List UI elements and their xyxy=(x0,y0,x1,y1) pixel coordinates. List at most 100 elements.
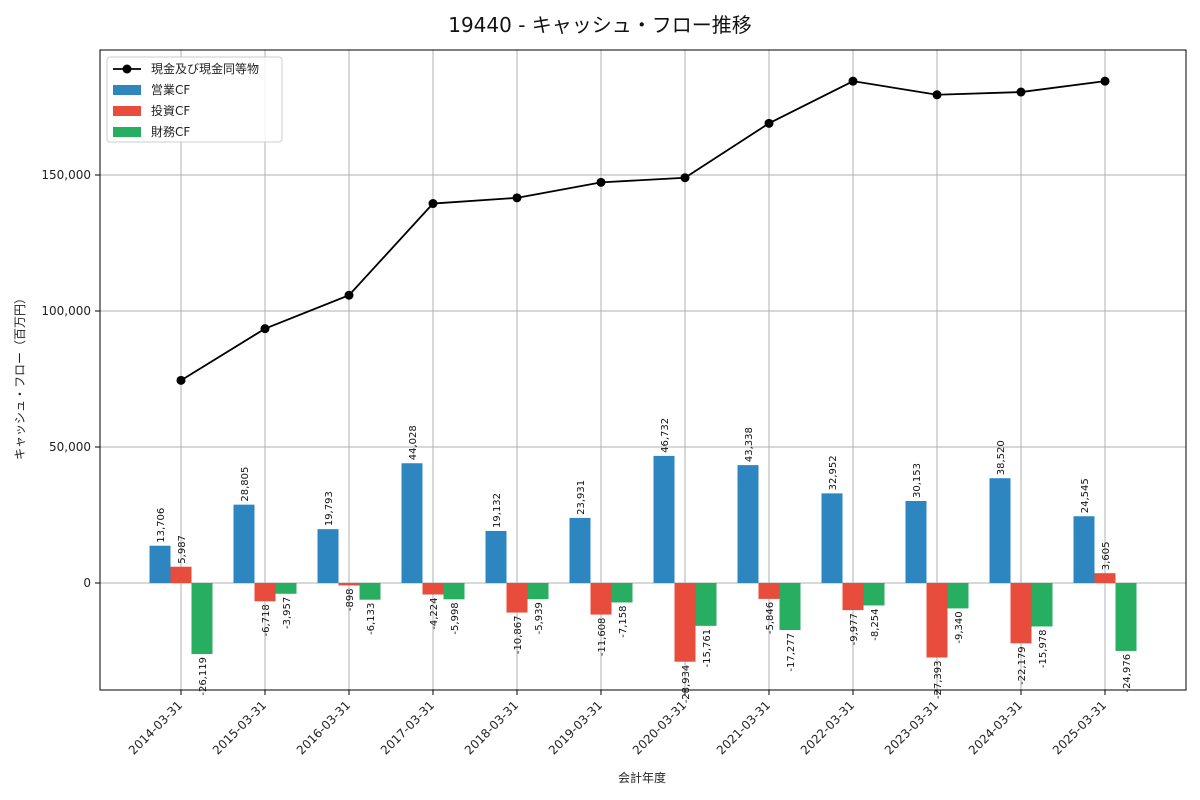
bar-value-label: -7,158 xyxy=(618,605,629,637)
cash-point xyxy=(260,324,270,334)
bar-financing xyxy=(863,583,885,606)
bar-investing xyxy=(422,583,444,595)
bar-value-label: 5,987 xyxy=(177,535,188,564)
legend-label: 営業CF xyxy=(151,83,190,97)
bar-investing xyxy=(842,583,864,611)
bar-value-label: 43,338 xyxy=(744,427,755,462)
bar-value-label: -28,934 xyxy=(681,665,692,704)
bar-value-label: -24,976 xyxy=(1122,654,1133,693)
bar-investing xyxy=(758,583,780,599)
y-tick-label: 50,000 xyxy=(49,440,91,454)
bar-value-label: 46,732 xyxy=(660,418,671,453)
bar-investing xyxy=(254,583,276,602)
bar-value-label: -3,957 xyxy=(282,597,293,629)
bar-value-label: -6,718 xyxy=(261,604,272,636)
bar-operating xyxy=(317,529,339,583)
cash-point xyxy=(428,199,438,209)
cash-point xyxy=(848,76,858,86)
bar-operating xyxy=(569,517,591,583)
bar-value-label: -8,254 xyxy=(870,608,881,640)
bar-financing xyxy=(359,583,381,600)
bar-financing xyxy=(443,583,465,600)
bar-value-label: -4,224 xyxy=(429,597,440,629)
bar-value-label: -17,277 xyxy=(786,633,797,672)
y-axis-label: キャッシュ・フロー（百万円） xyxy=(13,292,27,460)
bar-investing xyxy=(1094,573,1116,583)
cash-point xyxy=(1016,87,1026,97)
cash-point xyxy=(764,118,774,128)
bar-investing xyxy=(590,583,612,615)
y-tick-label: 0 xyxy=(83,576,91,590)
bar-value-label: 13,706 xyxy=(156,508,167,543)
cash-point xyxy=(680,173,690,183)
legend-label: 財務CF xyxy=(151,124,190,139)
bar-operating xyxy=(737,465,759,583)
bar-operating xyxy=(905,500,927,583)
x-axis-label: 会計年度 xyxy=(618,770,666,785)
bar-operating xyxy=(1073,516,1095,583)
legend-box xyxy=(106,56,283,143)
cash-point xyxy=(932,90,942,100)
bar-value-label: 28,805 xyxy=(240,467,251,502)
cash-point xyxy=(596,177,606,187)
y-tick-label: 150,000 xyxy=(41,168,91,182)
bar-financing xyxy=(191,583,213,655)
legend-bar-swatch xyxy=(113,85,141,95)
chart-title: 19440 - キャッシュ・フロー推移 xyxy=(448,13,752,37)
bar-value-label: -10,867 xyxy=(513,616,524,655)
bar-operating xyxy=(989,478,1011,583)
bar-value-label: -6,133 xyxy=(366,603,377,635)
bar-value-label: -5,846 xyxy=(765,602,776,634)
bar-financing xyxy=(1031,583,1053,627)
bar-operating xyxy=(653,455,675,583)
bar-value-label: -9,977 xyxy=(849,613,860,645)
cash-line xyxy=(180,80,1106,382)
y-tick-label: 100,000 xyxy=(41,304,91,318)
bar-value-label: 24,545 xyxy=(1080,478,1091,513)
bar-value-label: -5,998 xyxy=(450,602,461,634)
bar-value-label: -5,939 xyxy=(534,602,545,634)
legend-bar-swatch xyxy=(113,127,141,137)
bar-value-label: -26,119 xyxy=(198,657,209,696)
line-layer xyxy=(176,76,1110,385)
bar-investing xyxy=(674,583,696,662)
bar-operating xyxy=(401,463,423,583)
cash-point xyxy=(512,193,522,203)
bar-value-label: -27,393 xyxy=(933,661,944,700)
bars-layer xyxy=(149,455,1137,662)
bar-financing xyxy=(695,583,717,626)
bar-value-label: -898 xyxy=(345,588,356,611)
bar-value-label: -11,608 xyxy=(597,618,608,657)
bar-value-label: 30,153 xyxy=(912,463,923,498)
bar-financing xyxy=(1115,583,1137,651)
bar-financing xyxy=(947,583,969,609)
legend-marker xyxy=(122,64,132,74)
bar-operating xyxy=(149,545,171,583)
bar-investing xyxy=(506,583,528,613)
bar-investing xyxy=(926,583,948,658)
legend-label: 現金及び現金同等物 xyxy=(151,61,259,76)
cash-point xyxy=(344,290,354,300)
bar-labels-layer: 13,706 28,805 19,793 44,028 19,132 23,931 46,7… xyxy=(156,418,1133,703)
bar-financing xyxy=(527,583,549,600)
plot-frame xyxy=(99,49,1187,691)
bar-value-label: -9,340 xyxy=(954,611,965,643)
bar-financing xyxy=(611,583,633,603)
bar-value-label: 32,952 xyxy=(828,455,839,490)
bar-value-label: 19,132 xyxy=(492,493,503,528)
bar-value-label: -15,761 xyxy=(702,629,713,668)
bar-value-label: -15,978 xyxy=(1038,629,1049,668)
bar-investing xyxy=(1010,583,1032,644)
cash-point xyxy=(176,375,186,385)
bar-financing xyxy=(275,583,297,594)
legend-label: 投資CF xyxy=(151,103,190,118)
bar-operating xyxy=(485,530,507,583)
bar-value-label: 23,931 xyxy=(576,480,587,515)
legend-bar-swatch xyxy=(113,106,141,116)
bar-value-label: 44,028 xyxy=(408,425,419,460)
bar-value-label: 19,793 xyxy=(324,491,335,526)
bar-value-label: 3,605 xyxy=(1101,542,1112,571)
bar-operating xyxy=(821,493,843,583)
